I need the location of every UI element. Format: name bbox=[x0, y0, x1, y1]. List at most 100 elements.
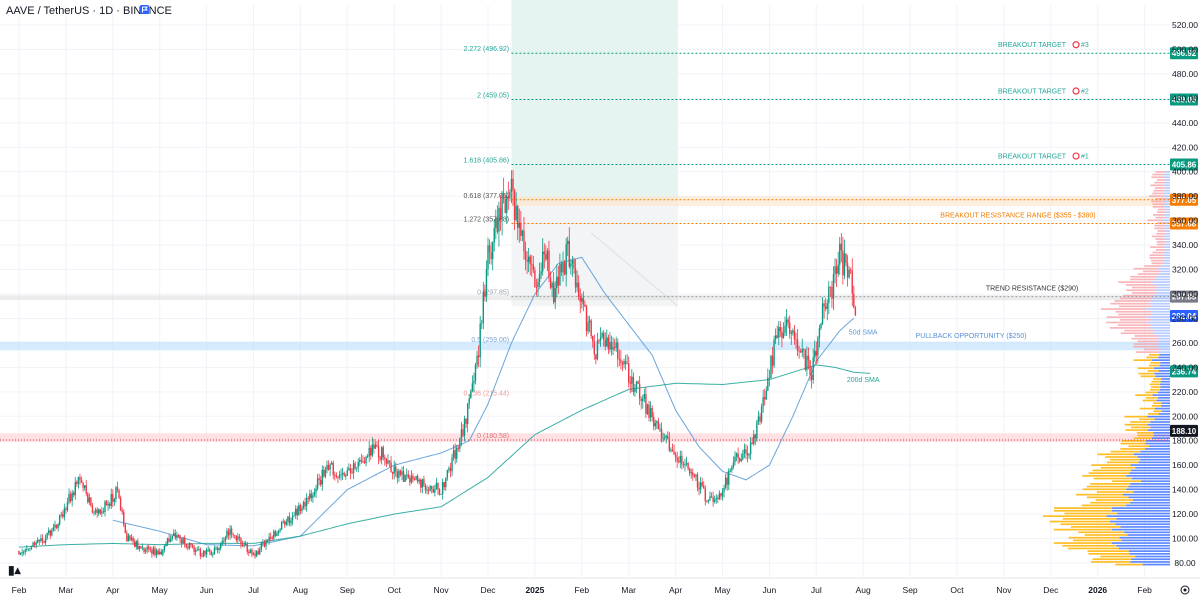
candle[interactable] bbox=[642, 394, 644, 409]
candle[interactable] bbox=[577, 275, 580, 301]
candle[interactable] bbox=[313, 488, 316, 498]
candle[interactable] bbox=[445, 477, 447, 492]
candle[interactable] bbox=[629, 375, 631, 394]
candle[interactable] bbox=[779, 321, 782, 337]
candle[interactable] bbox=[329, 462, 331, 477]
candle[interactable] bbox=[226, 527, 228, 540]
candle[interactable] bbox=[496, 205, 499, 234]
candle[interactable] bbox=[703, 481, 705, 489]
candle[interactable] bbox=[391, 471, 394, 480]
candle[interactable] bbox=[326, 460, 328, 474]
candle[interactable] bbox=[162, 548, 164, 557]
candle[interactable] bbox=[252, 551, 255, 556]
candle[interactable] bbox=[488, 239, 491, 264]
candle[interactable] bbox=[721, 487, 724, 501]
candle[interactable] bbox=[573, 257, 575, 274]
candle[interactable] bbox=[43, 540, 45, 544]
candle[interactable] bbox=[481, 319, 483, 330]
candle[interactable] bbox=[529, 254, 531, 276]
candle[interactable] bbox=[284, 520, 286, 528]
candle[interactable] bbox=[806, 346, 808, 377]
candle[interactable] bbox=[393, 460, 395, 480]
candle[interactable] bbox=[493, 219, 495, 252]
candle[interactable] bbox=[382, 445, 384, 461]
candle[interactable] bbox=[69, 491, 72, 504]
candle[interactable] bbox=[165, 541, 167, 547]
candle[interactable] bbox=[143, 547, 145, 555]
candle[interactable] bbox=[116, 481, 119, 493]
candle[interactable] bbox=[24, 548, 26, 556]
candle[interactable] bbox=[598, 338, 600, 344]
candle[interactable] bbox=[818, 324, 821, 348]
candle[interactable] bbox=[724, 473, 727, 490]
candle[interactable] bbox=[645, 386, 647, 419]
candle[interactable] bbox=[269, 532, 272, 541]
candle[interactable] bbox=[520, 210, 522, 242]
candle[interactable] bbox=[198, 545, 200, 551]
candle[interactable] bbox=[545, 245, 547, 262]
candle[interactable] bbox=[171, 535, 173, 542]
candle[interactable] bbox=[814, 340, 816, 363]
candle[interactable] bbox=[244, 540, 247, 546]
candle[interactable] bbox=[449, 463, 452, 478]
candle[interactable] bbox=[663, 433, 666, 441]
candle[interactable] bbox=[384, 454, 386, 466]
candle[interactable] bbox=[115, 485, 117, 503]
candle[interactable] bbox=[359, 456, 361, 466]
candle[interactable] bbox=[63, 503, 66, 521]
candle[interactable] bbox=[531, 255, 533, 277]
candle[interactable] bbox=[826, 299, 828, 321]
candle[interactable] bbox=[684, 458, 686, 472]
candle[interactable] bbox=[213, 545, 216, 555]
candle[interactable] bbox=[184, 535, 186, 548]
candle[interactable] bbox=[73, 490, 75, 498]
candle[interactable] bbox=[413, 476, 416, 481]
candle[interactable] bbox=[568, 227, 570, 269]
candle[interactable] bbox=[238, 533, 241, 542]
candle[interactable] bbox=[124, 523, 127, 534]
candle[interactable] bbox=[345, 473, 347, 480]
candle[interactable] bbox=[707, 499, 710, 504]
candle[interactable] bbox=[266, 539, 269, 543]
candle[interactable] bbox=[537, 278, 539, 297]
candle[interactable] bbox=[119, 495, 122, 512]
candle[interactable] bbox=[507, 181, 510, 210]
candle[interactable] bbox=[781, 327, 783, 348]
candle[interactable] bbox=[792, 328, 794, 336]
candle[interactable] bbox=[610, 335, 613, 356]
candle[interactable] bbox=[40, 534, 42, 543]
candle[interactable] bbox=[205, 547, 208, 558]
candle[interactable] bbox=[48, 527, 50, 536]
candle[interactable] bbox=[837, 251, 839, 277]
candle[interactable] bbox=[224, 535, 227, 546]
candle[interactable] bbox=[756, 419, 758, 442]
candle[interactable] bbox=[327, 460, 330, 471]
candle[interactable] bbox=[710, 492, 713, 499]
candle[interactable] bbox=[448, 466, 450, 473]
candle[interactable] bbox=[194, 547, 197, 556]
candle[interactable] bbox=[287, 516, 289, 526]
candle[interactable] bbox=[582, 291, 585, 312]
candle[interactable] bbox=[839, 237, 841, 275]
candle[interactable] bbox=[518, 208, 520, 243]
candle[interactable] bbox=[96, 507, 98, 518]
candle[interactable] bbox=[60, 511, 62, 518]
candle[interactable] bbox=[71, 489, 73, 507]
candle[interactable] bbox=[398, 468, 400, 482]
candle[interactable] bbox=[470, 389, 472, 399]
candle[interactable] bbox=[538, 262, 541, 288]
candle[interactable] bbox=[590, 318, 592, 339]
candle[interactable] bbox=[803, 348, 805, 359]
candle[interactable] bbox=[330, 460, 333, 465]
candle[interactable] bbox=[728, 468, 730, 491]
candle[interactable] bbox=[557, 265, 560, 295]
candle[interactable] bbox=[212, 552, 214, 558]
candle[interactable] bbox=[82, 481, 84, 492]
candle[interactable] bbox=[746, 445, 749, 463]
candle[interactable] bbox=[421, 478, 424, 494]
candle[interactable] bbox=[720, 493, 722, 500]
candle[interactable] bbox=[753, 430, 755, 446]
candle[interactable] bbox=[130, 534, 133, 542]
candle[interactable] bbox=[209, 547, 211, 555]
candle[interactable] bbox=[649, 401, 652, 422]
